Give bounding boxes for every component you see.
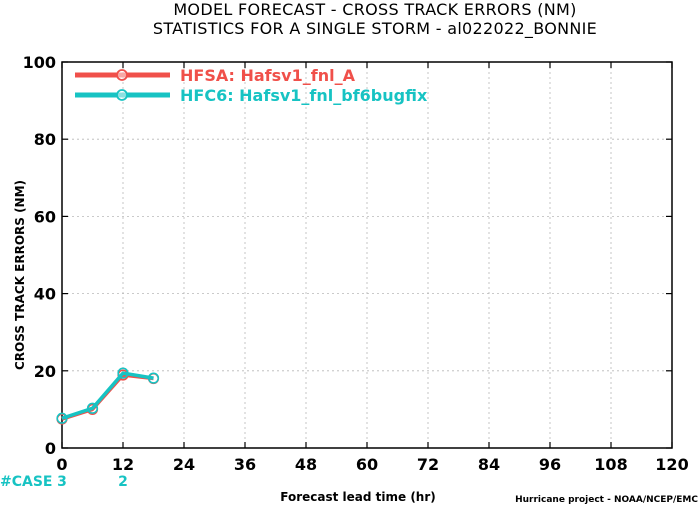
x-tick-label: 24: [173, 455, 195, 474]
x-tick-label: 12: [112, 455, 134, 474]
data-point: [86, 402, 99, 414]
y-tick-label: 100: [23, 53, 56, 72]
x-tick-label: 72: [417, 455, 439, 474]
legend-swatch-marker: [116, 69, 128, 81]
x-tick-label: 36: [234, 455, 256, 474]
y-tick-label: 20: [34, 362, 56, 381]
chart-subtitle: STATISTICS FOR A SINGLE STORM - al022022…: [153, 19, 597, 39]
series-2: [56, 367, 160, 424]
x-tick-label: 108: [594, 455, 627, 474]
legend-entry-2: HFC6: Hafsv1_fnl_bf6bugfix: [75, 86, 428, 105]
x-tick-label: 84: [478, 455, 500, 474]
grid: [62, 62, 672, 448]
y-axis-label: CROSS TRACK ERRORS (NM): [13, 180, 27, 370]
legend-swatch-marker: [116, 89, 128, 101]
case-count: 2: [118, 474, 128, 490]
y-tick-label: 0: [45, 439, 56, 458]
series-layer: [56, 367, 160, 425]
data-point: [147, 372, 160, 384]
x-tick-label: 96: [539, 455, 561, 474]
x-axis-ticks: 0 12 24 36 48 60 72 84 96 108 120: [56, 62, 689, 474]
x-tick-label: 48: [295, 455, 317, 474]
plot-area-frame: [61, 61, 673, 449]
x-axis-label: Forecast lead time (hr): [280, 490, 436, 504]
legend-label: HFSA: Hafsv1_fnl_A: [180, 66, 356, 85]
series-line: [61, 371, 154, 420]
y-tick-label: 80: [34, 130, 56, 149]
data-point: [117, 367, 129, 379]
x-tick-label: 60: [356, 455, 378, 474]
y-axis-ticks: 0 20 40 60 80 100: [23, 53, 672, 458]
y-tick-label: 60: [34, 207, 56, 226]
case-count-label: #CASE: [0, 474, 53, 490]
chart-title: MODEL FORECAST - CROSS TRACK ERRORS (NM): [173, 0, 576, 19]
case-count: 3: [57, 474, 67, 490]
y-tick-label: 40: [34, 285, 56, 304]
x-tick-label: 0: [56, 455, 67, 474]
legend-entry-1: HFSA: Hafsv1_fnl_A: [75, 66, 356, 85]
legend-label: HFC6: Hafsv1_fnl_bf6bugfix: [180, 86, 428, 105]
credit-text: Hurricane project - NOAA/NCEP/EMC: [515, 495, 698, 505]
x-tick-label: 120: [655, 455, 688, 474]
data-point: [56, 412, 68, 424]
